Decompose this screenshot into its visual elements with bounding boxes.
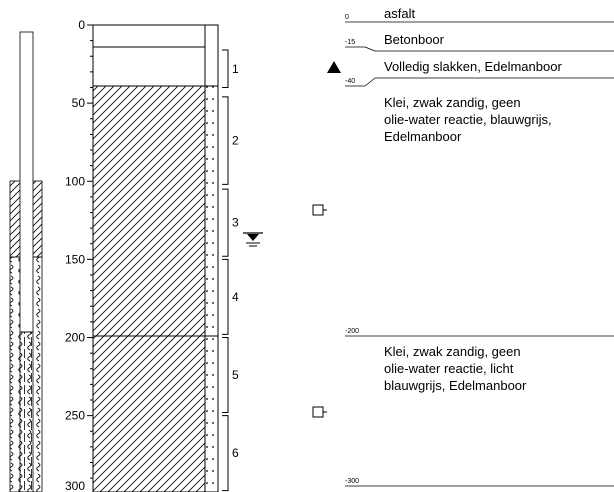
sample-number: 4 <box>232 290 239 304</box>
depth-axis-label: 300 <box>65 479 85 492</box>
description-line-40-diag <box>364 77 376 87</box>
depth-axis-labels: 0 50 100 150 200 250 300 <box>65 18 85 492</box>
sample-bracket <box>222 258 229 335</box>
layer-description: Edelmanboor <box>384 129 462 144</box>
layer-description: asfalt <box>384 6 415 21</box>
well-casing <box>19 31 34 333</box>
layer-description: Klei, zwak zandig, geen <box>384 344 521 359</box>
layer-description: Klei, zwak zandig, geen <box>384 95 521 110</box>
sample-bracket <box>222 337 229 413</box>
sample-marker-icon <box>312 204 327 216</box>
sample-number: 6 <box>232 446 239 460</box>
layer-descriptions: 0 -15 -40 -200 -300 asfalt Betonboor Vol… <box>345 6 614 487</box>
well-construction <box>9 31 43 492</box>
sample-number: 3 <box>232 216 239 230</box>
sample-bracket <box>222 415 229 492</box>
lithology-column <box>92 24 219 492</box>
layer-top-depth: -15 <box>345 39 355 46</box>
layer-top-depth: -40 <box>345 78 355 85</box>
slag-triangle-icon <box>327 61 341 73</box>
well-filter-screen <box>19 331 34 492</box>
sample-bracket <box>222 96 229 185</box>
groundwater-level-icon <box>243 232 263 247</box>
sample-bracket <box>222 49 229 88</box>
bottom-depth: -300 <box>345 478 359 485</box>
sample-number: 5 <box>232 368 239 382</box>
depth-axis: 0 50 100 150 200 250 300 <box>65 18 94 492</box>
sample-number: 1 <box>232 62 239 76</box>
layer-clay-hatch <box>92 85 206 492</box>
sand-fraction-column <box>204 85 219 492</box>
depth-axis-label: 250 <box>65 409 85 423</box>
depth-axis-label: 200 <box>65 331 85 345</box>
depth-axis-ticks <box>87 24 93 479</box>
sample-number: 2 <box>232 134 239 148</box>
layer-top-depth: 0 <box>345 14 349 21</box>
description-line-15-diag <box>364 46 376 52</box>
sample-marker-icon <box>312 406 327 418</box>
sample-bracket <box>222 188 229 257</box>
sample-brackets: 1 2 3 4 5 6 <box>222 49 239 492</box>
depth-axis-label: 50 <box>72 96 86 110</box>
layer-asphalt-concrete <box>92 24 206 87</box>
column-outline-top <box>204 24 219 87</box>
layer-description: blauwgrijs, Edelmanboor <box>384 378 527 393</box>
depth-axis-label: 100 <box>65 174 85 188</box>
depth-axis-label: 0 <box>78 18 85 32</box>
layer-description: olie-water reactie, licht <box>384 361 514 376</box>
layer-description: Volledig slakken, Edelmanboor <box>384 59 562 74</box>
depth-axis-label: 150 <box>65 252 85 266</box>
layer-description: olie-water reactie, blauwgrijs, <box>384 112 552 127</box>
layer-description: Betonboor <box>384 32 445 47</box>
layer-top-depth: -200 <box>345 328 359 335</box>
